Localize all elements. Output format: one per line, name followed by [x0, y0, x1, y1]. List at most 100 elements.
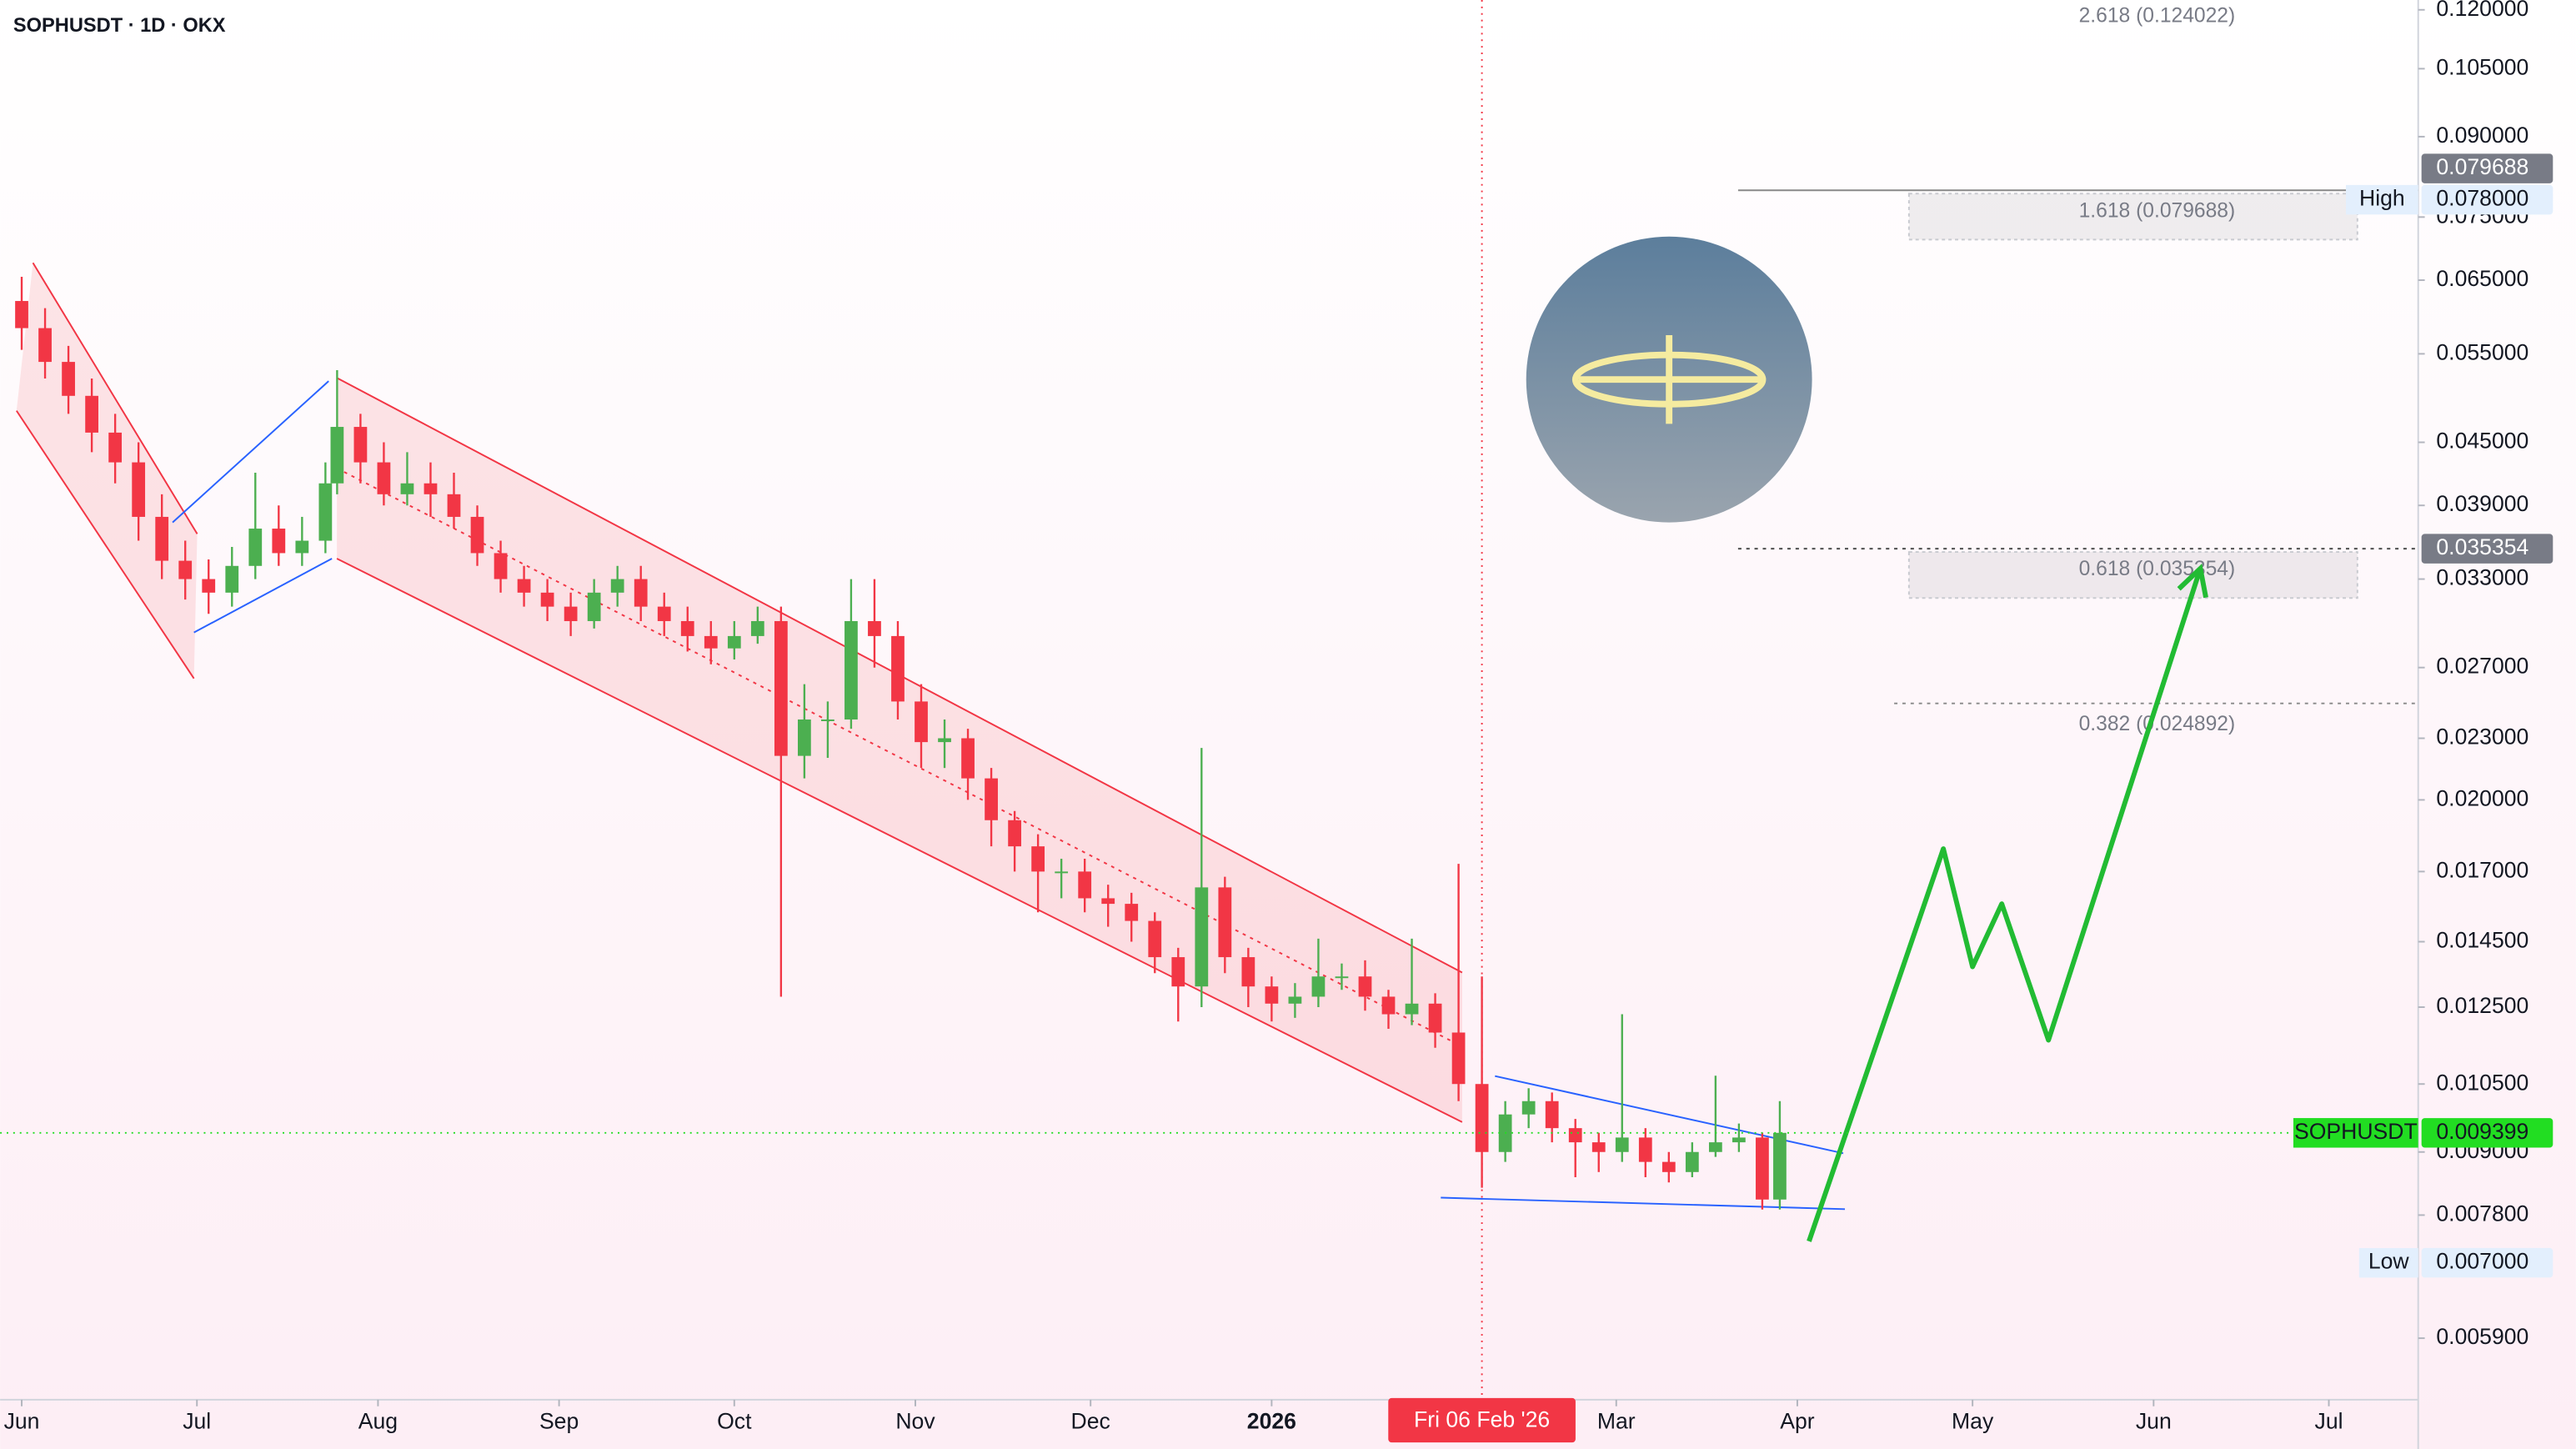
candle-body — [774, 620, 788, 756]
candle-body — [540, 592, 554, 607]
candle-body — [1661, 1161, 1676, 1172]
candle-body — [494, 553, 508, 579]
projection-arrowhead — [2177, 564, 2208, 599]
candle-body — [155, 516, 169, 561]
candle-body — [1568, 1128, 1582, 1143]
price-marker-label: 0.009399 — [2436, 1119, 2528, 1144]
price-marker-label: 0.078000 — [2436, 186, 2528, 211]
flag-line — [172, 380, 329, 524]
candle-body — [844, 620, 858, 719]
candle-body — [1078, 871, 1092, 899]
candle-body — [1008, 820, 1021, 847]
candle-body — [1148, 920, 1162, 958]
candle-body — [1381, 996, 1396, 1015]
candle-body — [1311, 976, 1326, 997]
y-tick-label: 0.027000 — [2436, 654, 2528, 679]
x-tick-label: 2026 — [1247, 1409, 1296, 1434]
candle-body — [1451, 1032, 1466, 1085]
candle-body — [202, 579, 216, 593]
candle-body — [821, 719, 834, 721]
candle-body — [727, 635, 741, 649]
candle-body — [868, 620, 881, 636]
y-tick-label: 0.065000 — [2436, 266, 2528, 291]
candle-body — [377, 462, 391, 494]
candle-body — [1358, 976, 1372, 997]
price-marker — [2421, 534, 2553, 564]
crosshair-label: Fri 06 Feb '26 — [1414, 1407, 1550, 1432]
candle-body — [295, 540, 309, 554]
candle-body — [132, 462, 146, 517]
candle-body — [657, 606, 671, 621]
channel-line — [15, 410, 195, 679]
y-tick-label: 0.045000 — [2436, 429, 2528, 454]
candle-body — [1545, 1101, 1559, 1129]
fib-label: 1.618 (0.079688) — [2079, 199, 2236, 222]
candle-body — [1335, 976, 1349, 979]
y-tick-label: 0.120000 — [2436, 0, 2528, 21]
fib-label: 0.618 (0.035354) — [2079, 558, 2236, 580]
candle-body — [15, 301, 28, 328]
fib-zone — [1907, 551, 2358, 599]
candle-body — [62, 362, 75, 396]
x-tick-label: Jun — [4, 1409, 40, 1434]
candle-body — [1125, 904, 1139, 921]
y-tick-label: 0.039000 — [2436, 491, 2528, 516]
candle-body — [915, 701, 928, 743]
candle-body — [1171, 957, 1185, 987]
candle-body — [1615, 1137, 1629, 1152]
x-tick-label: Apr — [1780, 1409, 1815, 1434]
candle-body — [108, 432, 123, 463]
y-tick-label: 0.017000 — [2436, 857, 2528, 882]
y-tick-label: 0.010500 — [2436, 1070, 2528, 1095]
candle-body — [1638, 1137, 1652, 1162]
candle-body — [1031, 846, 1045, 872]
chart-title: SOPHUSDT · 1D · OKX — [13, 15, 226, 37]
price-marker-name-box — [2346, 184, 2418, 215]
candle-body — [1428, 1003, 1442, 1033]
y-tick-label: 0.090000 — [2436, 123, 2528, 148]
channel-line — [336, 558, 1463, 1123]
price-marker-name-box — [2358, 1247, 2418, 1278]
channel-fill — [337, 378, 1462, 1122]
x-tick-label: Jun — [2136, 1409, 2172, 1434]
fib-zone — [1907, 193, 2358, 241]
y-tick-label: 0.020000 — [2436, 785, 2528, 810]
candle-body — [1756, 1137, 1769, 1200]
price-marker-name: High — [2359, 186, 2405, 211]
candle-body — [517, 579, 531, 593]
candle-body — [891, 635, 905, 702]
candle-body — [1405, 1003, 1419, 1015]
candle-body — [1195, 887, 1209, 987]
x-tick-label: May — [1952, 1409, 1994, 1434]
candle-body — [470, 516, 484, 554]
candle-body — [1521, 1101, 1536, 1115]
candle-body — [587, 592, 601, 621]
flag-line — [193, 558, 333, 634]
price-marker — [2421, 1118, 2553, 1148]
candle-body — [564, 606, 578, 621]
projection-path — [1807, 567, 2203, 1242]
candle-body — [447, 494, 461, 517]
candle-body — [985, 778, 998, 820]
candle-body — [1475, 1084, 1489, 1152]
candle-body — [938, 738, 951, 743]
x-tick-label: Sep — [539, 1409, 579, 1434]
x-tick-label: Jul — [2315, 1409, 2343, 1434]
price-marker — [2421, 184, 2553, 215]
y-tick-label: 0.012500 — [2436, 993, 2528, 1018]
candle-body — [318, 483, 333, 541]
candle-body — [330, 427, 344, 484]
candle-body — [353, 427, 368, 463]
wedge-line — [1441, 1196, 1846, 1211]
y-tick-label: 0.005900 — [2436, 1324, 2528, 1349]
x-tick-label: Jul — [183, 1409, 211, 1434]
crosshair-label-box — [1388, 1397, 1576, 1443]
y-tick-label: 0.014500 — [2436, 928, 2528, 953]
x-tick-label: Nov — [895, 1409, 935, 1434]
candle-body — [225, 565, 239, 593]
fib-label: 0.382 (0.024892) — [2079, 713, 2236, 735]
candle-body — [1773, 1132, 1787, 1200]
x-tick-label: Oct — [717, 1409, 752, 1434]
candle-body — [178, 560, 193, 579]
